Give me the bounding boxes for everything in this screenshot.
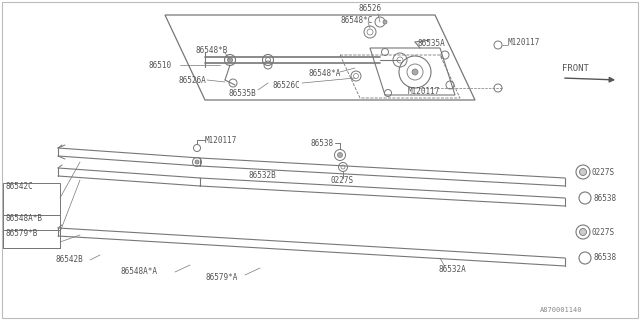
Text: 86548*C: 86548*C [340, 15, 372, 25]
Circle shape [262, 54, 273, 66]
Text: M120117: M120117 [508, 37, 540, 46]
Circle shape [225, 54, 236, 66]
Text: 86548A*B: 86548A*B [5, 213, 42, 222]
Text: 86538: 86538 [594, 194, 617, 203]
Text: 86526C: 86526C [272, 81, 300, 90]
Text: 86538: 86538 [594, 253, 617, 262]
Text: 0227S: 0227S [592, 228, 615, 236]
Text: 86548*A: 86548*A [308, 68, 340, 77]
Circle shape [576, 165, 590, 179]
Circle shape [579, 252, 591, 264]
Text: M120117: M120117 [205, 135, 237, 145]
Text: 86538: 86538 [310, 139, 333, 148]
Circle shape [383, 20, 387, 24]
Circle shape [579, 169, 586, 175]
Text: A870001140: A870001140 [540, 307, 582, 313]
Text: 86532B: 86532B [248, 171, 276, 180]
Text: FRONT: FRONT [562, 63, 589, 73]
Text: 0227S: 0227S [330, 175, 353, 185]
Text: 86548A*A: 86548A*A [120, 268, 157, 276]
Text: M120117: M120117 [408, 86, 440, 95]
Text: 86579*A: 86579*A [205, 273, 237, 282]
Circle shape [193, 157, 202, 166]
Text: 86535A: 86535A [417, 38, 445, 47]
Text: 86579*B: 86579*B [5, 228, 37, 237]
Circle shape [579, 228, 586, 236]
Circle shape [227, 58, 232, 62]
Text: 86532A: 86532A [438, 266, 466, 275]
Circle shape [335, 149, 346, 161]
Text: 0227S: 0227S [592, 167, 615, 177]
Text: 86510: 86510 [148, 60, 171, 69]
Circle shape [576, 225, 590, 239]
Circle shape [195, 160, 199, 164]
Circle shape [337, 153, 342, 157]
Text: 86548*B: 86548*B [195, 45, 227, 54]
Text: 86542B: 86542B [55, 255, 83, 265]
Circle shape [412, 69, 418, 75]
Text: 86526A: 86526A [178, 76, 205, 84]
Text: 86542C: 86542C [5, 181, 33, 190]
Circle shape [579, 192, 591, 204]
Text: 86526: 86526 [358, 4, 381, 12]
Text: 86535B: 86535B [228, 89, 256, 98]
